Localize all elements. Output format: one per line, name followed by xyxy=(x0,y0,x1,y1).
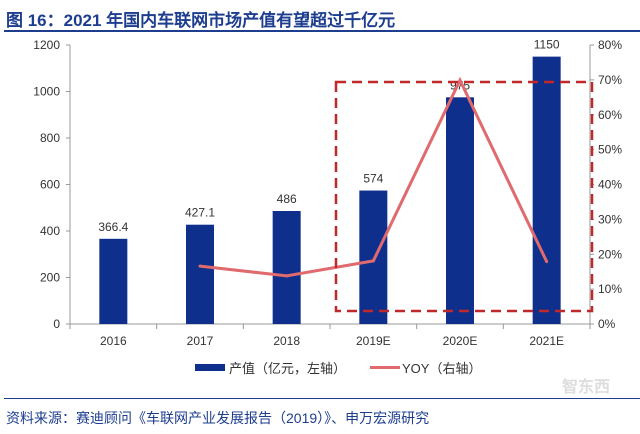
right-tick-label: 80% xyxy=(598,38,622,52)
bar-data-label: 427.1 xyxy=(185,206,215,220)
bar-2020E xyxy=(446,97,474,324)
right-tick-label: 0% xyxy=(598,317,616,331)
left-tick-label: 1000 xyxy=(33,85,60,99)
right-tick-label: 30% xyxy=(598,212,622,226)
yoy-point-2017 xyxy=(198,264,202,268)
left-tick-label: 400 xyxy=(40,224,60,238)
bar-2016 xyxy=(99,238,128,324)
bar-data-label: 574 xyxy=(363,172,383,186)
x-tick-label: 2021E xyxy=(529,334,564,348)
left-tick-label: 1200 xyxy=(33,38,60,52)
legend-label-bar: 产值（亿元，左轴） xyxy=(229,361,346,376)
highlight-box xyxy=(334,80,594,313)
legend-swatch-bar xyxy=(195,364,225,371)
yoy-point-2019E xyxy=(371,259,375,263)
x-tick-label: 2018 xyxy=(273,334,300,348)
chart-plot: 0 200 400 600 800 1000 1200 0% 10% 20% 30% 40% 50% 60… xyxy=(33,38,622,395)
yoy-point-2020E xyxy=(458,78,462,82)
footer-divider xyxy=(4,398,640,399)
bar-2021E xyxy=(532,56,561,324)
x-tick-label: 2017 xyxy=(187,334,214,348)
watermark-logo: 智东西 xyxy=(562,377,610,395)
bar-2018 xyxy=(272,211,301,324)
bar-data-label: 366.4 xyxy=(98,220,128,234)
source-note: 资料来源：赛迪顾问《车联网产业发展报告（2019）》、申万宏源研究 xyxy=(6,410,430,426)
right-tick-label: 60% xyxy=(598,108,622,122)
chart-title: 图 16：2021 年国内车联网市场产值有望超过千亿元 xyxy=(6,11,396,30)
left-tick-label: 0 xyxy=(53,317,60,331)
right-tick-label: 70% xyxy=(598,73,622,87)
yoy-point-2021E xyxy=(545,260,549,264)
x-tick-label: 2019E xyxy=(356,334,391,348)
bar-data-label: 1150 xyxy=(534,38,560,52)
title-divider xyxy=(4,30,640,32)
left-tick-label: 200 xyxy=(40,271,60,285)
bar-2019E xyxy=(359,190,388,324)
legend-label-line: YOY（右轴） xyxy=(402,361,481,376)
right-tick-label: 40% xyxy=(598,178,622,192)
left-tick-label: 600 xyxy=(40,178,60,192)
yoy-point-2018 xyxy=(285,274,289,278)
x-tick-label: 2016 xyxy=(100,334,127,348)
right-tick-label: 10% xyxy=(598,282,622,296)
bar-data-label: 486 xyxy=(277,192,297,206)
x-tick-label: 2020E xyxy=(443,334,478,348)
right-tick-label: 20% xyxy=(598,247,622,261)
legend-swatch-line xyxy=(370,366,400,369)
bar-2017 xyxy=(186,224,214,324)
left-tick-label: 800 xyxy=(40,131,60,145)
right-tick-label: 50% xyxy=(598,143,622,157)
